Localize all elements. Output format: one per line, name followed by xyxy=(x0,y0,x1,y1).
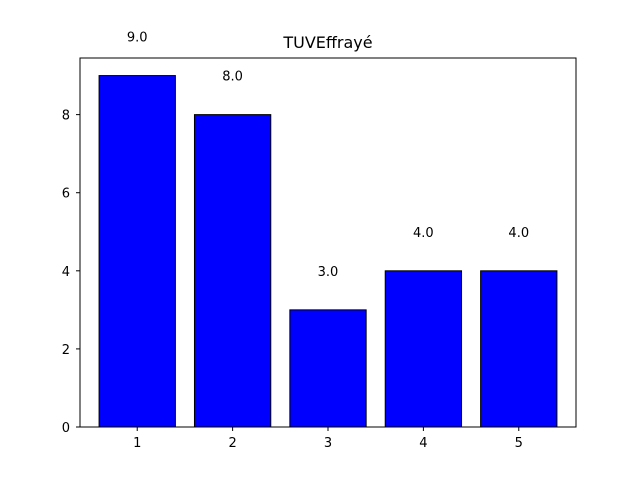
y-tick-label-4: 4 xyxy=(62,265,70,280)
y-axis: 0 2 4 6 8 xyxy=(62,109,80,436)
bars xyxy=(98,75,558,428)
data-label-3: 3.0 xyxy=(318,265,339,280)
y-tick-label-2: 2 xyxy=(62,343,70,358)
chart-title: TUVEffrayé xyxy=(282,33,372,52)
y-tick-label-0: 0 xyxy=(62,421,70,436)
x-axis: 1 2 3 4 5 xyxy=(133,427,523,451)
data-labels: 9.0 8.0 3.0 4.0 4.0 xyxy=(127,31,529,280)
y-tick-label-8: 8 xyxy=(62,109,70,124)
bar-4 xyxy=(384,270,463,428)
data-label-5: 4.0 xyxy=(508,226,529,241)
x-tick-label-3: 3 xyxy=(324,436,332,451)
x-tick-label-5: 5 xyxy=(515,436,523,451)
data-label-2: 8.0 xyxy=(222,70,243,85)
data-label-4: 4.0 xyxy=(413,226,434,241)
y-tick-label-6: 6 xyxy=(62,187,70,202)
bar-2 xyxy=(193,114,272,428)
bar-1 xyxy=(98,75,176,428)
x-tick-label-4: 4 xyxy=(419,436,427,451)
bar-5 xyxy=(480,270,558,428)
data-label-1: 9.0 xyxy=(127,31,148,46)
x-tick-label-2: 2 xyxy=(228,436,236,451)
plot-frame xyxy=(79,57,577,428)
x-tick-label-1: 1 xyxy=(133,436,141,451)
bar-3 xyxy=(289,309,367,428)
